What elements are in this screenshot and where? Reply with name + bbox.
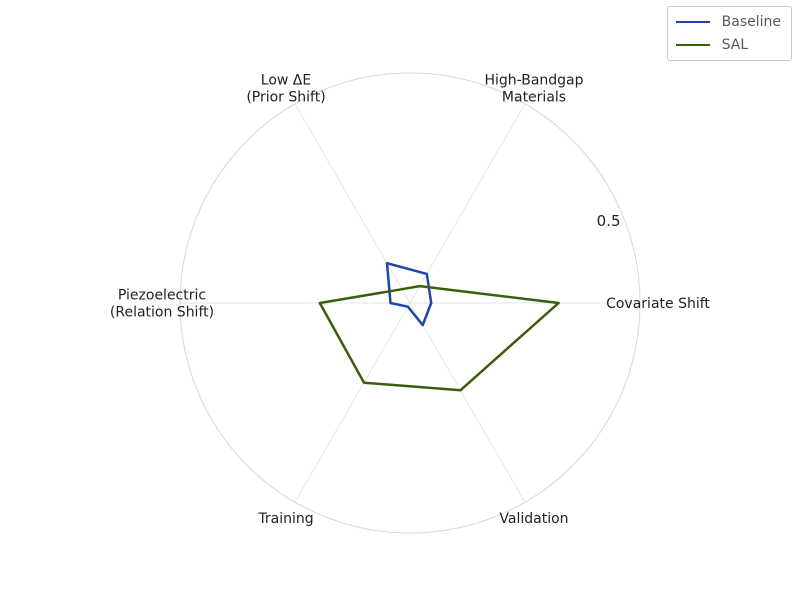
axis-labels: Covariate Shift High-Bandgap Materials Low … bbox=[110, 73, 711, 527]
axis-label-high-bandgap: High-Bandgap Materials bbox=[484, 73, 583, 106]
legend-item-baseline: Baseline bbox=[675, 10, 781, 33]
radial-gridlines bbox=[180, 103, 640, 503]
legend-swatch-baseline bbox=[675, 20, 710, 23]
spoke-validation bbox=[409, 302, 526, 503]
legend-item-sal: SAL bbox=[675, 33, 781, 56]
spoke-low-e bbox=[294, 103, 411, 304]
legend-label-sal: SAL bbox=[721, 36, 749, 53]
spoke-high-bandgap bbox=[409, 103, 526, 304]
axis-label-piezoelectric: Piezoelectric (Relation Shift) bbox=[110, 288, 214, 321]
legend: Baseline SAL bbox=[666, 6, 792, 61]
series-line-baseline bbox=[385, 261, 433, 327]
tick-label-0-5: 0.5 bbox=[597, 212, 621, 230]
radial-tick-labels: 0.5 bbox=[597, 212, 621, 230]
series-line-sal bbox=[318, 284, 560, 392]
axis-label-covariate-shift: Covariate Shift bbox=[606, 296, 710, 312]
axis-label-training: Training bbox=[257, 511, 313, 527]
axis-label-validation: Validation bbox=[499, 511, 568, 527]
legend-label-baseline: Baseline bbox=[721, 13, 781, 30]
legend-swatch-sal bbox=[675, 43, 710, 46]
spoke-training bbox=[294, 302, 411, 503]
axis-label-low-e: Low ΔE (Prior Shift) bbox=[246, 73, 325, 106]
series-layer bbox=[318, 261, 560, 392]
